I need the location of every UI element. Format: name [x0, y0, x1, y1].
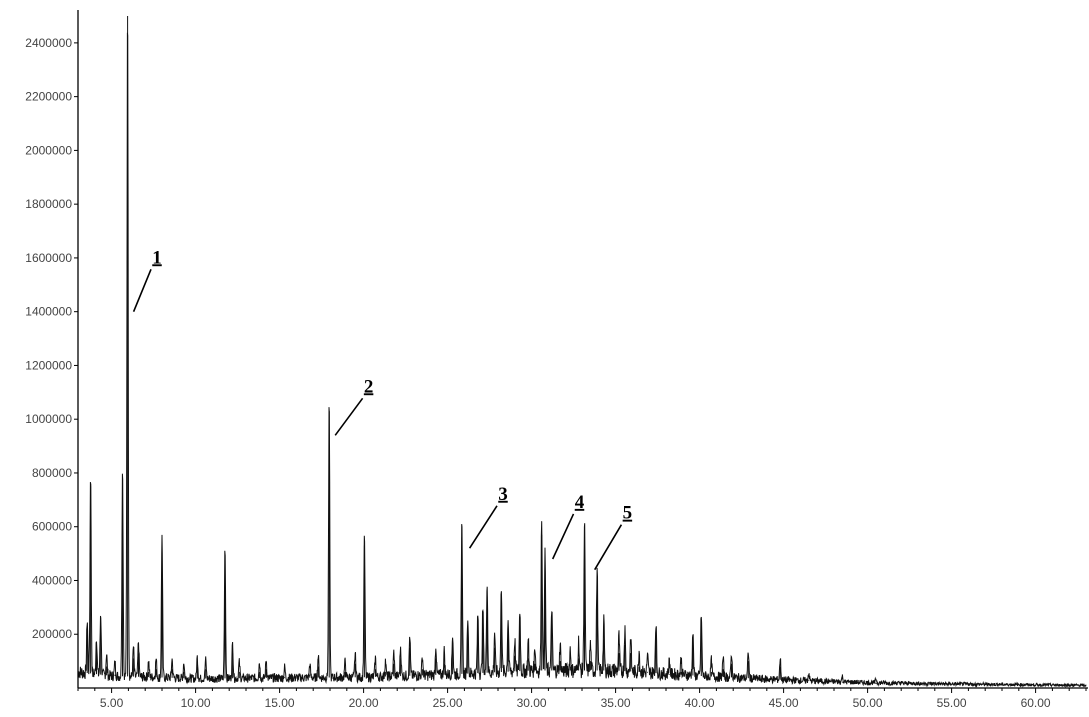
- annotation-label: 5: [623, 503, 633, 524]
- y-tick-label: 2400000: [25, 36, 72, 50]
- y-tick-label: 1000000: [25, 412, 72, 426]
- annotation-leader-line: [468, 505, 498, 549]
- x-tick-label: 40.00: [685, 696, 715, 710]
- x-tick-label: 20.00: [349, 696, 379, 710]
- y-tick-label: 200000: [32, 627, 72, 641]
- x-tick-label: 35.00: [601, 696, 631, 710]
- annotation-label: 1: [152, 247, 162, 268]
- y-tick-label: 1400000: [25, 305, 72, 319]
- y-tick-label: 1800000: [25, 197, 72, 211]
- y-tick-label: 800000: [32, 466, 72, 480]
- x-tick-label: 60.00: [1021, 696, 1051, 710]
- annotation-label: 3: [498, 484, 508, 505]
- x-axis: 5.00 10.00 15.00 20.00 25.00 30.00 35.00 40.00 4…: [77, 687, 1088, 710]
- y-tick-label: 1200000: [25, 358, 72, 372]
- chromatogram-trace: [77, 32, 1087, 689]
- x-tick-label: 15.00: [265, 696, 295, 710]
- plot-area: [77, 16, 1087, 689]
- y-tick-label: 2000000: [25, 143, 72, 157]
- y-tick-label: 2200000: [25, 90, 72, 104]
- y-tick-label: 400000: [32, 573, 72, 587]
- x-tick-label: 30.00: [517, 696, 547, 710]
- annotation-leader-line: [132, 268, 152, 313]
- annotation-label: 2: [364, 376, 374, 397]
- y-tick-label: 600000: [32, 520, 72, 534]
- x-tick-label: 5.00: [100, 696, 124, 710]
- annotation-label: 4: [575, 492, 585, 513]
- y-axis: 200000 400000 600000 800000 1000000 1200000 14…: [25, 10, 79, 688]
- peak-annotations: 1 2 3 4 5: [132, 247, 633, 571]
- x-tick-label: 45.00: [769, 696, 799, 710]
- annotation-leader-line: [594, 524, 623, 571]
- x-tick-label: 55.00: [937, 696, 967, 710]
- x-tick-label: 10.00: [181, 696, 211, 710]
- annotation-leader-line: [551, 513, 575, 560]
- x-tick-label: 25.00: [433, 696, 463, 710]
- x-tick-label: 50.00: [853, 696, 883, 710]
- y-tick-label: 1600000: [25, 251, 72, 265]
- annotation-leader-line: [334, 397, 364, 436]
